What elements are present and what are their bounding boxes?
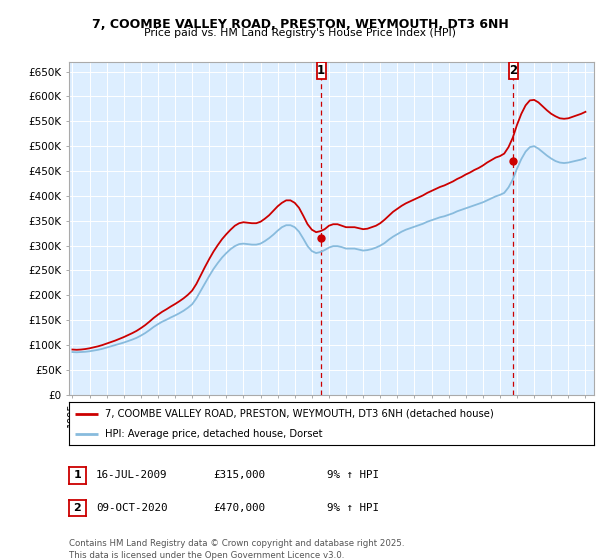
Text: Contains HM Land Registry data © Crown copyright and database right 2025.
This d: Contains HM Land Registry data © Crown c… [69,539,404,559]
Text: 1: 1 [317,64,325,77]
Text: 2: 2 [74,503,81,513]
Text: HPI: Average price, detached house, Dorset: HPI: Average price, detached house, Dors… [105,429,322,439]
FancyBboxPatch shape [317,62,326,79]
Text: 1: 1 [74,470,81,480]
Text: 16-JUL-2009: 16-JUL-2009 [96,470,167,480]
FancyBboxPatch shape [509,62,518,79]
Text: 09-OCT-2020: 09-OCT-2020 [96,503,167,513]
Text: £315,000: £315,000 [213,470,265,480]
Text: 9% ↑ HPI: 9% ↑ HPI [327,503,379,513]
Text: £470,000: £470,000 [213,503,265,513]
Text: 7, COOMBE VALLEY ROAD, PRESTON, WEYMOUTH, DT3 6NH (detached house): 7, COOMBE VALLEY ROAD, PRESTON, WEYMOUTH… [105,409,493,419]
Text: Price paid vs. HM Land Registry's House Price Index (HPI): Price paid vs. HM Land Registry's House … [144,28,456,38]
Text: 2: 2 [509,64,517,77]
Text: 9% ↑ HPI: 9% ↑ HPI [327,470,379,480]
Text: 7, COOMBE VALLEY ROAD, PRESTON, WEYMOUTH, DT3 6NH: 7, COOMBE VALLEY ROAD, PRESTON, WEYMOUTH… [92,18,508,31]
